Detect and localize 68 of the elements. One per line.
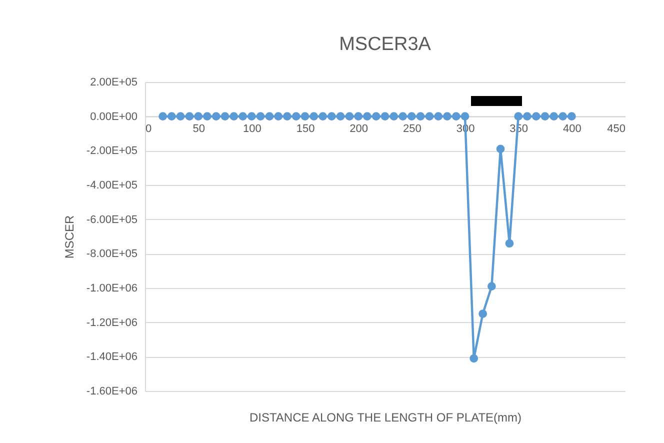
point: [230, 112, 238, 121]
x-tick-label: 150: [296, 122, 315, 135]
point: [487, 282, 496, 290]
x-tick-label: 400: [562, 122, 582, 135]
point: [407, 112, 416, 121]
point: [283, 112, 292, 121]
y-tick-label: -6.00E+05: [86, 214, 138, 226]
point: [523, 112, 532, 121]
y-tick-label: -1.20E+06: [86, 316, 138, 329]
y-tick-label: -1.00E+06: [86, 282, 138, 294]
point: [238, 112, 247, 121]
point: [185, 112, 194, 121]
point: [176, 112, 185, 121]
point: [292, 112, 300, 121]
y-tick-label: 2.00E+05: [90, 76, 138, 88]
point: [532, 112, 540, 121]
point: [194, 112, 203, 121]
point: [425, 112, 434, 121]
y-tick-label: -1.40E+06: [86, 351, 138, 364]
point: [203, 112, 212, 121]
point: [496, 144, 505, 154]
point: [247, 112, 256, 121]
point: [416, 112, 425, 121]
point: [550, 112, 558, 121]
point: [434, 112, 443, 121]
point: [212, 112, 220, 121]
point: [460, 112, 470, 121]
x-tick-label: 50: [192, 122, 205, 135]
y-tick-label: -2.00E+05: [86, 145, 138, 158]
point: [318, 112, 327, 121]
point: [256, 112, 265, 121]
point: [478, 310, 487, 318]
x-tick-label: 100: [242, 122, 262, 135]
point: [167, 112, 176, 121]
y-axis-title: MSCER: [62, 215, 76, 259]
point: [380, 112, 390, 121]
point: [540, 112, 550, 121]
y-tick-label: 0.00E+00: [90, 110, 138, 123]
point: [514, 112, 523, 121]
point: [265, 112, 274, 121]
point: [300, 112, 310, 121]
point: [398, 112, 407, 121]
y-tick-label: -8.00E+05: [86, 248, 138, 260]
point: [567, 112, 576, 121]
point: [558, 112, 567, 121]
x-axis-title: DISTANCE ALONG THE LENGTH OF PLATE(mm): [249, 410, 522, 424]
point: [327, 112, 336, 121]
point: [354, 112, 363, 121]
y-tick-label: -4.00E+05: [86, 180, 138, 192]
y-tick-label: -1.60E+06: [86, 386, 138, 398]
point: [470, 354, 478, 363]
point: [443, 112, 452, 121]
point: [336, 112, 345, 121]
point: [363, 112, 372, 121]
point: [372, 112, 380, 121]
x-tick-label: 450: [607, 122, 626, 135]
point: [310, 112, 318, 121]
point: [452, 112, 460, 121]
point: [345, 112, 354, 121]
point: [220, 112, 230, 121]
x-tick-label: 200: [350, 122, 368, 135]
chart-title: MSCER3A: [339, 34, 432, 55]
x-tick-label: 250: [402, 122, 422, 135]
point: [158, 112, 167, 121]
x-tick-label: 0: [146, 122, 152, 135]
point: [390, 112, 398, 121]
point: [505, 239, 514, 248]
point: [274, 112, 283, 121]
